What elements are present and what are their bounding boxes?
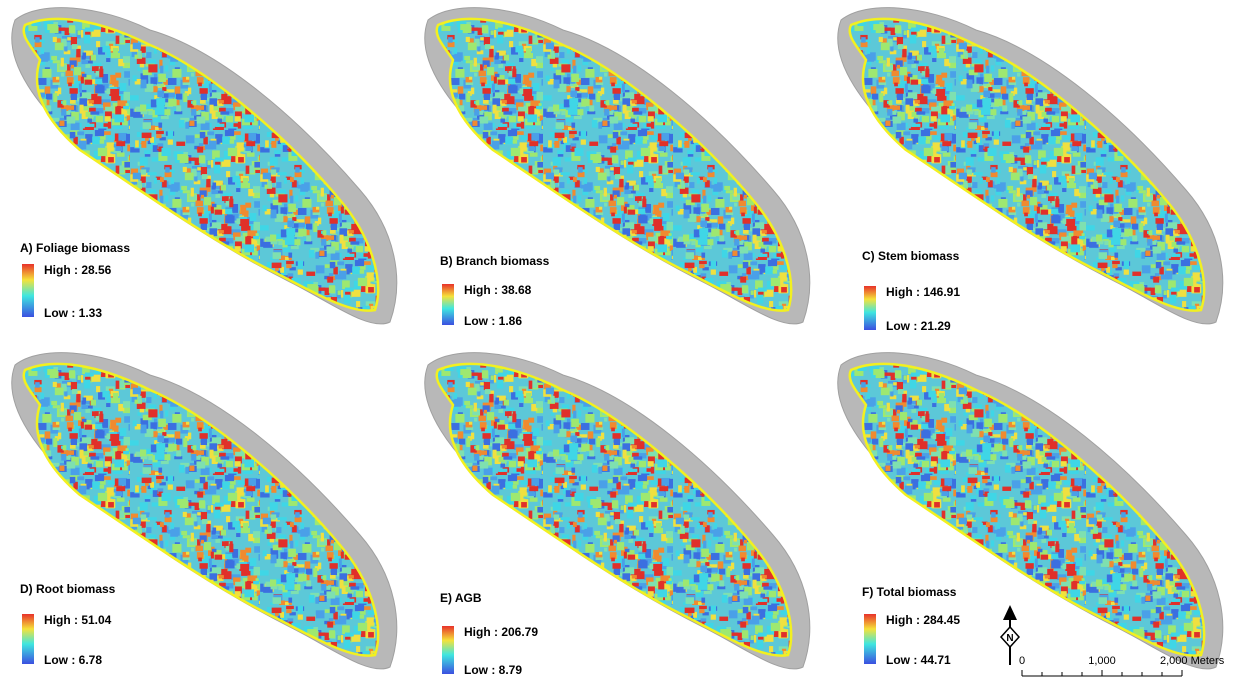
legend-high: High : 146.91: [886, 285, 960, 299]
map-panel: B) Branch biomass High : 38.68 Low : 1.86: [425, 8, 810, 328]
map-panel: E) AGB High : 206.79 Low : 8.79: [425, 353, 810, 677]
legend-high: High : 38.68: [464, 283, 532, 297]
legend-low: Low : 1.33: [44, 306, 102, 320]
map-panel: D) Root biomass High : 51.04 Low : 6.78: [12, 353, 397, 669]
legend-low: Low : 21.29: [886, 319, 951, 333]
panel-title: B) Branch biomass: [440, 254, 550, 268]
legend-ramp: [22, 264, 34, 317]
panel-title: E) AGB: [440, 591, 482, 605]
figure: A) Foliage biomass High : 28.56 Low : 1.33…: [0, 0, 1240, 691]
panel-title: F) Total biomass: [862, 585, 957, 599]
scale-label: 1,000: [1088, 655, 1116, 667]
legend-low: Low : 8.79: [464, 663, 522, 677]
legend-ramp: [442, 284, 454, 325]
legend-low: Low : 44.71: [886, 653, 951, 667]
legend-ramp: [22, 614, 34, 664]
scale-label: 2,000 Meters: [1160, 655, 1225, 667]
north-arrow: N: [1001, 605, 1019, 665]
legend-low: Low : 1.86: [464, 314, 522, 328]
north-label: N: [1006, 633, 1013, 644]
map-panel: C) Stem biomass High : 146.91 Low : 21.29: [838, 8, 1223, 333]
legend-high: High : 28.56: [44, 263, 112, 277]
legend-ramp: [442, 626, 454, 674]
legend-ramp: [864, 614, 876, 664]
scale-bar: [1022, 670, 1182, 676]
legend-low: Low : 6.78: [44, 653, 102, 667]
panel-title: A) Foliage biomass: [20, 241, 130, 255]
panel-title: C) Stem biomass: [862, 249, 960, 263]
legend-high: High : 51.04: [44, 613, 112, 627]
panel-title: D) Root biomass: [20, 582, 116, 596]
scale-label: 0: [1019, 655, 1025, 667]
legend-high: High : 284.45: [886, 613, 960, 627]
legend-high: High : 206.79: [464, 625, 538, 639]
map-panel: F) Total biomass High : 284.45 Low : 44.71: [838, 353, 1223, 669]
legend-ramp: [864, 286, 876, 330]
map-panel: A) Foliage biomass High : 28.56 Low : 1.33: [12, 8, 397, 324]
